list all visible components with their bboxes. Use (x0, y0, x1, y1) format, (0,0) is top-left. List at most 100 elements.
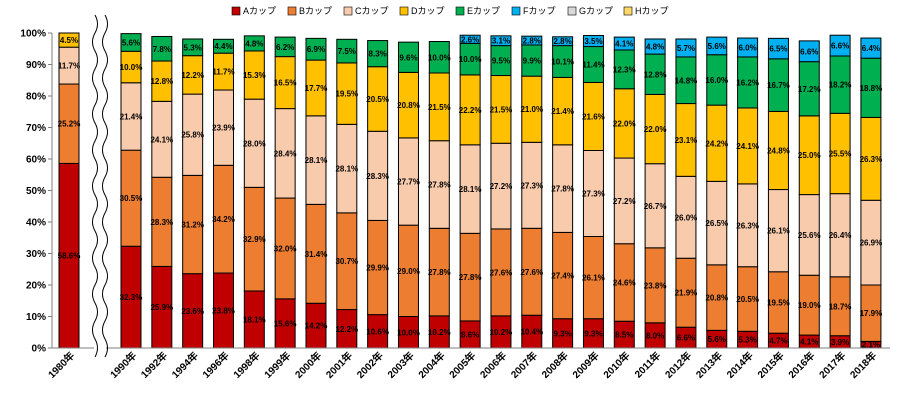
legend-label: Dカップ (411, 6, 445, 16)
y-tick-label: 70% (26, 123, 46, 134)
bar-segment (459, 34, 481, 44)
x-tick-label: 1980年 (45, 349, 77, 381)
data-label: 23.8% (212, 307, 235, 316)
data-label: 7.5% (338, 47, 356, 56)
bar-segment (552, 36, 574, 47)
data-label: 20.8% (397, 101, 420, 110)
bar-segment (428, 41, 450, 74)
data-label: 28.1% (305, 156, 328, 165)
legend-item: Hカップ (623, 6, 669, 16)
data-label: 9.3% (554, 329, 572, 338)
data-label: 32.3% (120, 293, 143, 302)
legend-item: Gカップ (567, 6, 613, 16)
x-tick-label: 2004年 (415, 349, 447, 381)
data-label: 28.3% (150, 218, 173, 227)
data-label: 4.7% (769, 337, 787, 346)
data-label: 9.9% (523, 57, 541, 66)
bar-segment (644, 38, 666, 55)
data-label: 25.5% (829, 149, 852, 158)
data-label: 18.2% (829, 81, 852, 90)
data-label: 27.3% (520, 181, 543, 190)
data-label: 19.5% (335, 90, 358, 99)
data-label: 6.0% (738, 43, 756, 52)
data-label: 26.5% (705, 219, 728, 228)
legend-swatch (511, 6, 521, 16)
x-tick-label: 2007年 (508, 349, 540, 381)
bar-segment (737, 37, 759, 58)
data-label: 5.7% (677, 44, 695, 53)
data-label: 21.5% (428, 103, 451, 112)
x-tick-label: 2010年 (600, 349, 632, 381)
data-label: 23.8% (644, 281, 667, 290)
data-label: 5.6% (708, 335, 726, 344)
x-tick-label: 1990年 (107, 349, 139, 381)
legend-label: Gカップ (579, 6, 613, 16)
data-label: 6.9% (307, 45, 325, 54)
data-label: 8.5% (615, 331, 633, 340)
y-tick-label: 40% (26, 218, 46, 229)
bar-segment (212, 38, 234, 54)
data-label: 10.0% (459, 55, 482, 64)
data-label: 8.3% (369, 50, 387, 59)
x-axis: 1980年 1990年 1992年 1994年 1996年 1998年 1999年 2000年… (45, 347, 890, 381)
legend: Aカップ Bカップ Cカップ Dカップ Eカップ Fカップ Gカップ Hカップ (231, 6, 669, 16)
data-label: 24.6% (613, 278, 636, 287)
bar-segment (367, 40, 389, 68)
data-label: 21.6% (582, 112, 605, 121)
bar-segment (798, 40, 820, 63)
x-tick-label: 2015年 (755, 349, 787, 381)
bar-segment (305, 37, 327, 61)
data-label: 16.5% (274, 79, 297, 88)
bar-segment (582, 35, 604, 48)
legend-item: Eカップ (455, 6, 500, 16)
data-label: 10.2% (490, 328, 513, 337)
data-label: 3.9% (831, 338, 849, 347)
data-label: 21.4% (120, 112, 143, 121)
y-tick-label: 80% (26, 92, 46, 103)
data-label: 22.0% (613, 119, 636, 128)
x-tick-label: 2018年 (847, 349, 879, 381)
bar-segment (829, 34, 851, 57)
legend-item: Dカップ (399, 6, 445, 16)
data-label: 19.0% (798, 301, 821, 310)
data-label: 25.8% (181, 131, 204, 140)
data-label: 21.0% (520, 105, 543, 114)
data-label: 7.8% (153, 45, 171, 54)
data-label: 10.0% (397, 328, 420, 337)
data-label: 8.0% (646, 331, 664, 340)
data-label: 6.5% (769, 45, 787, 54)
x-tick-label: 2002年 (354, 349, 386, 381)
data-label: 28.3% (366, 172, 389, 181)
axis-break-mark (92, 13, 108, 358)
y-tick-label: 0% (32, 344, 47, 355)
data-label: 27.2% (490, 182, 513, 191)
axis-break-gap (94, 13, 106, 358)
x-tick-label: 2008年 (539, 349, 571, 381)
data-label: 26.0% (675, 213, 698, 222)
legend-swatch (343, 6, 353, 16)
bar-segment (675, 38, 697, 58)
legend-label: Cカップ (355, 6, 389, 16)
data-label: 10.0% (120, 63, 143, 72)
x-tick-label: 2016年 (785, 349, 817, 381)
data-label: 27.6% (490, 268, 513, 277)
data-label: 6.2% (276, 43, 294, 52)
data-label: 9.6% (399, 53, 417, 62)
data-label: 17.9% (860, 309, 883, 318)
x-tick-label: 1998年 (230, 349, 262, 381)
data-label: 14.8% (675, 76, 698, 85)
data-label: 11.7% (212, 68, 234, 77)
y-tick-label: 90% (26, 60, 46, 71)
data-label: 20.5% (736, 295, 759, 304)
data-label: 18.1% (243, 315, 266, 324)
bar-segment (58, 32, 80, 48)
data-label: 16.2% (736, 78, 759, 87)
data-label: 11.7% (58, 62, 80, 71)
data-label: 2.8% (523, 37, 541, 46)
y-tick-label: 10% (26, 312, 46, 323)
legend-swatch (623, 6, 633, 16)
data-label: 10.6% (366, 327, 389, 336)
data-label: 27.7% (397, 178, 420, 187)
axis-break-line (102, 14, 108, 358)
x-tick-label: 1994年 (169, 349, 201, 381)
